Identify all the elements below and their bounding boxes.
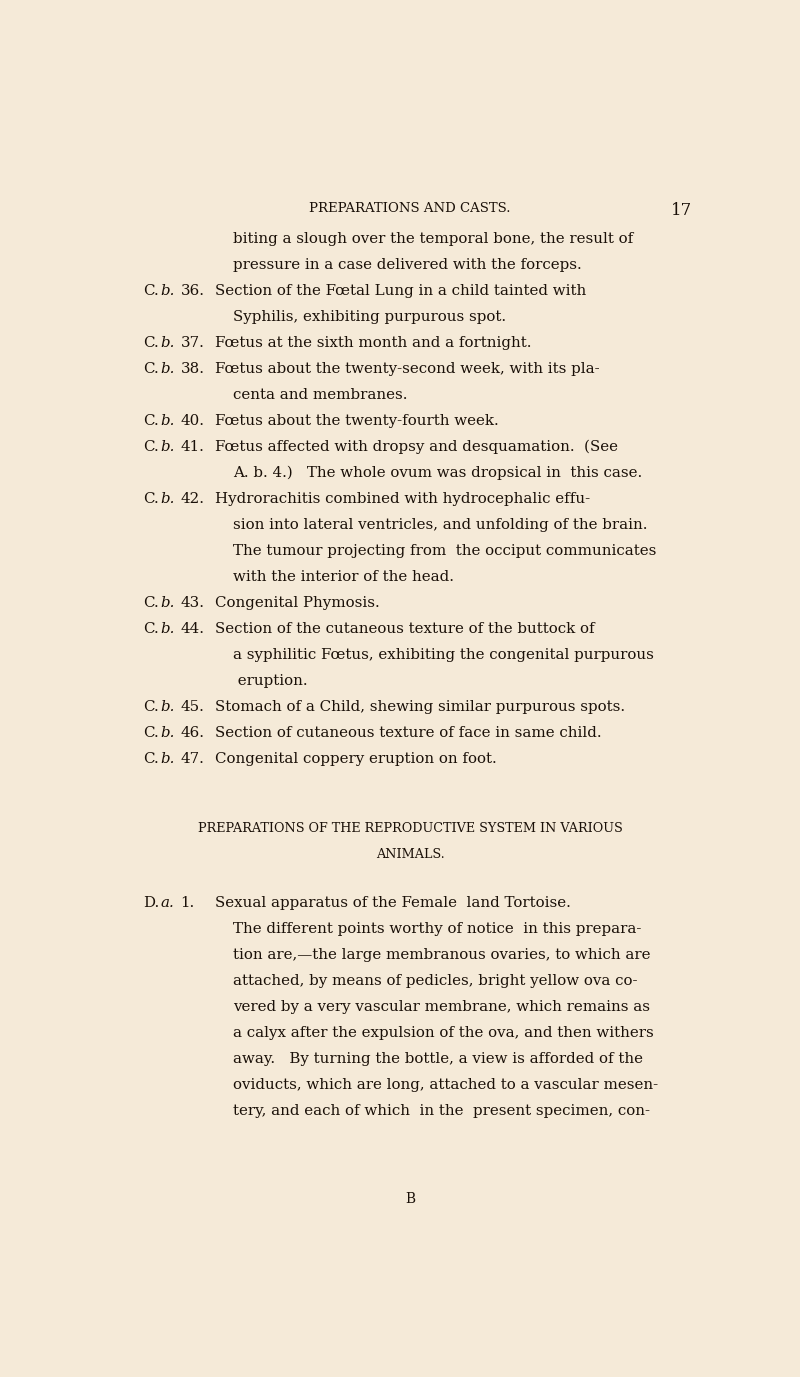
Text: b.: b. xyxy=(160,726,174,739)
Text: C.: C. xyxy=(143,439,159,454)
Text: b.: b. xyxy=(160,362,174,376)
Text: ANIMALS.: ANIMALS. xyxy=(376,848,444,861)
Text: pressure in a case delivered with the forceps.: pressure in a case delivered with the fo… xyxy=(234,257,582,273)
Text: Fœtus at the sixth month and a fortnight.: Fœtus at the sixth month and a fortnight… xyxy=(214,336,531,350)
Text: Fœtus about the twenty-second week, with its pla-: Fœtus about the twenty-second week, with… xyxy=(214,362,599,376)
Text: b.: b. xyxy=(160,492,174,505)
Text: Syphilis, exhibiting purpurous spot.: Syphilis, exhibiting purpurous spot. xyxy=(234,310,506,324)
Text: PREPARATIONS AND CASTS.: PREPARATIONS AND CASTS. xyxy=(310,202,510,215)
Text: Stomach of a Child, shewing similar purpurous spots.: Stomach of a Child, shewing similar purp… xyxy=(214,700,625,713)
Text: The different points worthy of notice  in this prepara-: The different points worthy of notice in… xyxy=(234,921,642,936)
Text: 36.: 36. xyxy=(181,284,205,297)
Text: PREPARATIONS OF THE REPRODUCTIVE SYSTEM IN VARIOUS: PREPARATIONS OF THE REPRODUCTIVE SYSTEM … xyxy=(198,822,622,834)
Text: C.: C. xyxy=(143,726,159,739)
Text: tery, and each of which  in the  present specimen, con-: tery, and each of which in the present s… xyxy=(234,1103,650,1118)
Text: 37.: 37. xyxy=(181,336,205,350)
Text: a syphilitic Fœtus, exhibiting the congenital purpurous: a syphilitic Fœtus, exhibiting the conge… xyxy=(234,647,654,662)
Text: 1.: 1. xyxy=(181,896,195,910)
Text: 45.: 45. xyxy=(181,700,205,713)
Text: C.: C. xyxy=(143,621,159,636)
Text: Congenital coppery eruption on foot.: Congenital coppery eruption on foot. xyxy=(214,752,497,766)
Text: b.: b. xyxy=(160,752,174,766)
Text: 42.: 42. xyxy=(181,492,205,505)
Text: 46.: 46. xyxy=(181,726,205,739)
Text: oviducts, which are long, attached to a vascular mesen-: oviducts, which are long, attached to a … xyxy=(234,1078,658,1092)
Text: b.: b. xyxy=(160,596,174,610)
Text: tion are,—the large membranous ovaries, to which are: tion are,—the large membranous ovaries, … xyxy=(234,947,651,961)
Text: eruption.: eruption. xyxy=(234,673,308,687)
Text: Section of cutaneous texture of face in same child.: Section of cutaneous texture of face in … xyxy=(214,726,602,739)
Text: sion into lateral ventricles, and unfolding of the brain.: sion into lateral ventricles, and unfold… xyxy=(234,518,648,532)
Text: b.: b. xyxy=(160,336,174,350)
Text: 47.: 47. xyxy=(181,752,205,766)
Text: a.: a. xyxy=(160,896,174,910)
Text: attached, by means of pedicles, bright yellow ova co-: attached, by means of pedicles, bright y… xyxy=(234,974,638,987)
Text: C.: C. xyxy=(143,336,159,350)
Text: vered by a very vascular membrane, which remains as: vered by a very vascular membrane, which… xyxy=(234,1000,650,1013)
Text: Section of the cutaneous texture of the buttock of: Section of the cutaneous texture of the … xyxy=(214,621,594,636)
Text: B: B xyxy=(405,1192,415,1206)
Text: C.: C. xyxy=(143,596,159,610)
Text: b.: b. xyxy=(160,439,174,454)
Text: a calyx after the expulsion of the ova, and then withers: a calyx after the expulsion of the ova, … xyxy=(234,1026,654,1040)
Text: 44.: 44. xyxy=(181,621,205,636)
Text: 40.: 40. xyxy=(181,414,205,428)
Text: b.: b. xyxy=(160,700,174,713)
Text: The tumour projecting from  the occiput communicates: The tumour projecting from the occiput c… xyxy=(234,544,657,558)
Text: 41.: 41. xyxy=(181,439,205,454)
Text: C.: C. xyxy=(143,752,159,766)
Text: C.: C. xyxy=(143,284,159,297)
Text: C.: C. xyxy=(143,492,159,505)
Text: biting a slough over the temporal bone, the result of: biting a slough over the temporal bone, … xyxy=(234,233,634,246)
Text: b.: b. xyxy=(160,284,174,297)
Text: D.: D. xyxy=(143,896,160,910)
Text: centa and membranes.: centa and membranes. xyxy=(234,388,408,402)
Text: 38.: 38. xyxy=(181,362,205,376)
Text: 17: 17 xyxy=(671,202,692,219)
Text: Sexual apparatus of the Female  land Tortoise.: Sexual apparatus of the Female land Tort… xyxy=(214,896,570,910)
Text: C.: C. xyxy=(143,414,159,428)
Text: away.   By turning the bottle, a view is afforded of the: away. By turning the bottle, a view is a… xyxy=(234,1052,643,1066)
Text: Section of the Fœtal Lung in a child tainted with: Section of the Fœtal Lung in a child tai… xyxy=(214,284,586,297)
Text: C.: C. xyxy=(143,700,159,713)
Text: Fœtus about the twenty-fourth week.: Fœtus about the twenty-fourth week. xyxy=(214,414,498,428)
Text: C.: C. xyxy=(143,362,159,376)
Text: A. b. 4.)   The whole ovum was dropsical in  this case.: A. b. 4.) The whole ovum was dropsical i… xyxy=(234,465,642,481)
Text: with the interior of the head.: with the interior of the head. xyxy=(234,570,454,584)
Text: b.: b. xyxy=(160,414,174,428)
Text: Fœtus affected with dropsy and desquamation.  (See: Fœtus affected with dropsy and desquamat… xyxy=(214,439,618,454)
Text: Hydrorachitis combined with hydrocephalic effu-: Hydrorachitis combined with hydrocephali… xyxy=(214,492,590,505)
Text: Congenital Phymosis.: Congenital Phymosis. xyxy=(214,596,379,610)
Text: b.: b. xyxy=(160,621,174,636)
Text: 43.: 43. xyxy=(181,596,205,610)
